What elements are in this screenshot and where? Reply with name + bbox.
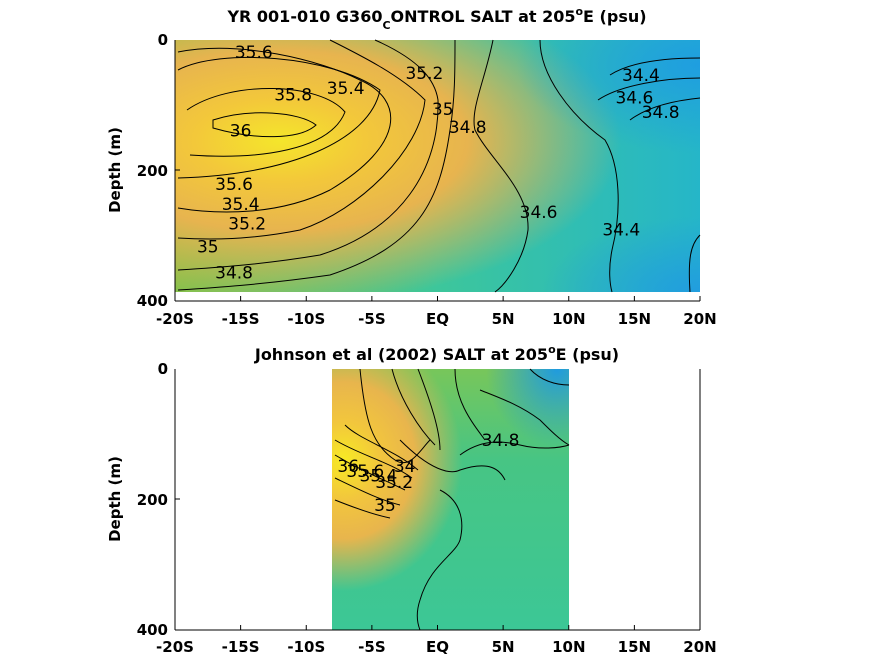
panel-2-x-tick: 20N <box>683 638 716 656</box>
contour-label-34-8: 34.8 <box>215 264 253 284</box>
panel-1-field <box>175 40 700 292</box>
panel-1-x-tick: -10S <box>287 310 325 328</box>
panel-2-x-tick: -10S <box>287 638 325 656</box>
panel-1-y-axis-label: Depth (m) <box>106 127 124 213</box>
contour-label-35: 35 <box>197 237 219 257</box>
contour-label-35-2: 35.2 <box>228 215 266 235</box>
contour-label-34-4: 34.4 <box>622 66 660 86</box>
panel-2-field <box>332 369 569 630</box>
panel-1-contour-labels: 35.635.435.235.8363534.835.635.435.23534… <box>197 43 680 284</box>
contour-label-35: 35 <box>432 100 454 120</box>
panel-2-x-tick: -5S <box>358 638 385 656</box>
panel-1-x-tick: 20N <box>683 310 716 328</box>
contour-label-35: 35 <box>374 496 396 516</box>
contour-label-34-4: 34.4 <box>602 221 640 241</box>
panel-2-x-tick: 15N <box>618 638 651 656</box>
panel-2-observed-salinity: Johnson et al (2002) SALT at 205oE (psu)… <box>106 343 717 656</box>
panel-2-y-tick-200: 200 <box>137 491 168 509</box>
contour-label-34-8: 34.8 <box>449 118 487 138</box>
panel-2-y-axis-label: Depth (m) <box>106 456 124 542</box>
contour-label-35-4: 35.4 <box>360 467 398 487</box>
panel-2-title: Johnson et al (2002) SALT at 205oE (psu) <box>254 343 619 364</box>
panel-2-x-tick: -20S <box>156 638 194 656</box>
panel-2-axes <box>174 369 701 631</box>
panel-1-contour-lines <box>177 39 701 293</box>
panel-1-axes <box>174 40 701 302</box>
panel-1-x-tick: 10N <box>552 310 585 328</box>
contour-label-36: 36 <box>337 457 359 477</box>
panel-1-x-tick: -5S <box>358 310 385 328</box>
panel-1-x-tick: -20S <box>156 310 194 328</box>
panel-2-contour-lines <box>334 368 570 631</box>
panel-2-x-tick: 10N <box>552 638 585 656</box>
contour-label-35-4: 35.4 <box>327 79 365 99</box>
contour-label-36: 36 <box>230 121 252 141</box>
contour-label-34-8: 34.8 <box>482 431 520 451</box>
panel-1-title: YR 001-010 G360CONTROL SALT at 205oE (ps… <box>226 5 646 32</box>
panel-1-y-tick-200: 200 <box>137 162 168 180</box>
panel-1-x-tick: -15S <box>222 310 260 328</box>
contour-label-34-8: 34.8 <box>642 103 680 123</box>
panel-1-x-tick: 5N <box>492 310 515 328</box>
panel-2-x-tick: EQ <box>426 638 449 656</box>
panel-1-y-tick-0: 0 <box>158 31 168 49</box>
panel-2-y-tick-400: 400 <box>137 621 168 639</box>
contour-label-35-6: 35.6 <box>215 175 253 195</box>
contour-label-35-2: 35.2 <box>405 64 443 84</box>
panel-2-y-tick-0: 0 <box>158 360 168 378</box>
contour-label-35-8: 35.8 <box>274 85 312 105</box>
contour-label-34: 34 <box>394 457 416 477</box>
contour-label-34-6: 34.6 <box>615 89 653 109</box>
contour-label-34-6: 34.6 <box>520 203 558 223</box>
contour-label-35-2: 35.2 <box>375 473 413 493</box>
contour-label-35-6: 35.6 <box>235 43 273 63</box>
panel-1-x-tick: EQ <box>426 310 449 328</box>
contour-label-35-6: 35.6 <box>346 462 384 482</box>
panel-2-x-tick: -15S <box>222 638 260 656</box>
panel-1-y-tick-400: 400 <box>137 292 168 310</box>
panel-2-x-tick: 5N <box>492 638 515 656</box>
contour-label-35-4: 35.4 <box>222 195 260 215</box>
panel-1-x-tick: 15N <box>618 310 651 328</box>
panel-1-model-salinity: YR 001-010 G360CONTROL SALT at 205oE (ps… <box>106 5 717 328</box>
